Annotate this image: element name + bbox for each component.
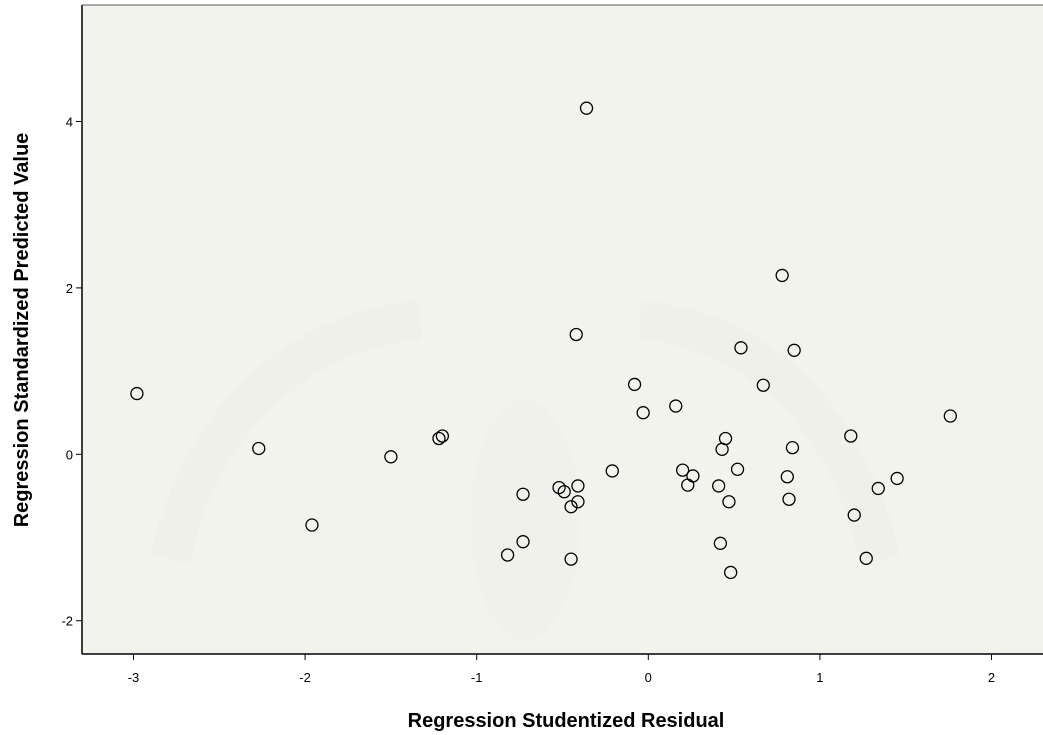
- data-point: [724, 565, 738, 580]
- data-point: [782, 492, 796, 506]
- data-point: [712, 479, 726, 493]
- x-tick-label: 0: [645, 670, 652, 685]
- data-point: [569, 327, 583, 342]
- data-point: [636, 406, 650, 420]
- plot-area: [82, 5, 1043, 654]
- y-tick-label: 4: [66, 114, 73, 129]
- data-point: [500, 548, 515, 562]
- data-point: [669, 399, 683, 413]
- x-axis-ticks: -3 -2 -1 0 1 2: [128, 654, 995, 685]
- data-point: [571, 495, 585, 509]
- data-point: [686, 469, 700, 483]
- data-point: [844, 429, 858, 443]
- data-point: [718, 431, 733, 446]
- data-point: [890, 471, 904, 486]
- data-point: [305, 518, 319, 532]
- data-point: [557, 485, 571, 499]
- data-point: [780, 470, 794, 484]
- x-tick-label: -3: [128, 670, 140, 685]
- data-point: [579, 101, 594, 115]
- data-point: [384, 450, 398, 464]
- data-point: [713, 536, 728, 550]
- data-point: [130, 386, 144, 401]
- data-point: [756, 378, 770, 392]
- data-point: [605, 464, 619, 478]
- data-point: [564, 552, 578, 566]
- x-tick-label: 1: [816, 670, 823, 685]
- data-point: [627, 377, 642, 392]
- y-axis-title: Regression Standardized Predicted Value: [11, 133, 33, 528]
- data-point: [516, 535, 530, 549]
- data-point: [432, 431, 446, 446]
- x-axis-title: Regression Studentized Residual: [408, 710, 725, 732]
- data-point: [734, 341, 748, 355]
- data-point: [730, 462, 745, 476]
- data-point: [252, 441, 266, 456]
- data-point: [571, 479, 585, 493]
- y-axis-ticks: -2 0 2 4: [61, 114, 82, 629]
- data-point: [722, 495, 736, 509]
- y-tick-label: 2: [66, 281, 73, 296]
- data-points: [130, 101, 957, 580]
- x-tick-label: -2: [299, 670, 311, 685]
- data-point: [564, 500, 578, 514]
- y-tick-label: -2: [61, 614, 73, 629]
- data-point: [675, 463, 690, 477]
- x-tick-label: 2: [988, 670, 995, 685]
- data-point: [871, 481, 885, 496]
- y-tick-label: 0: [66, 447, 73, 462]
- data-point: [787, 343, 801, 357]
- data-point: [785, 441, 800, 455]
- data-point: [847, 508, 861, 522]
- data-point: [775, 268, 789, 283]
- data-point: [516, 487, 530, 501]
- data-point: [859, 551, 873, 565]
- data-point: [943, 409, 957, 423]
- data-point: [435, 429, 450, 443]
- x-tick-label: -1: [471, 670, 483, 685]
